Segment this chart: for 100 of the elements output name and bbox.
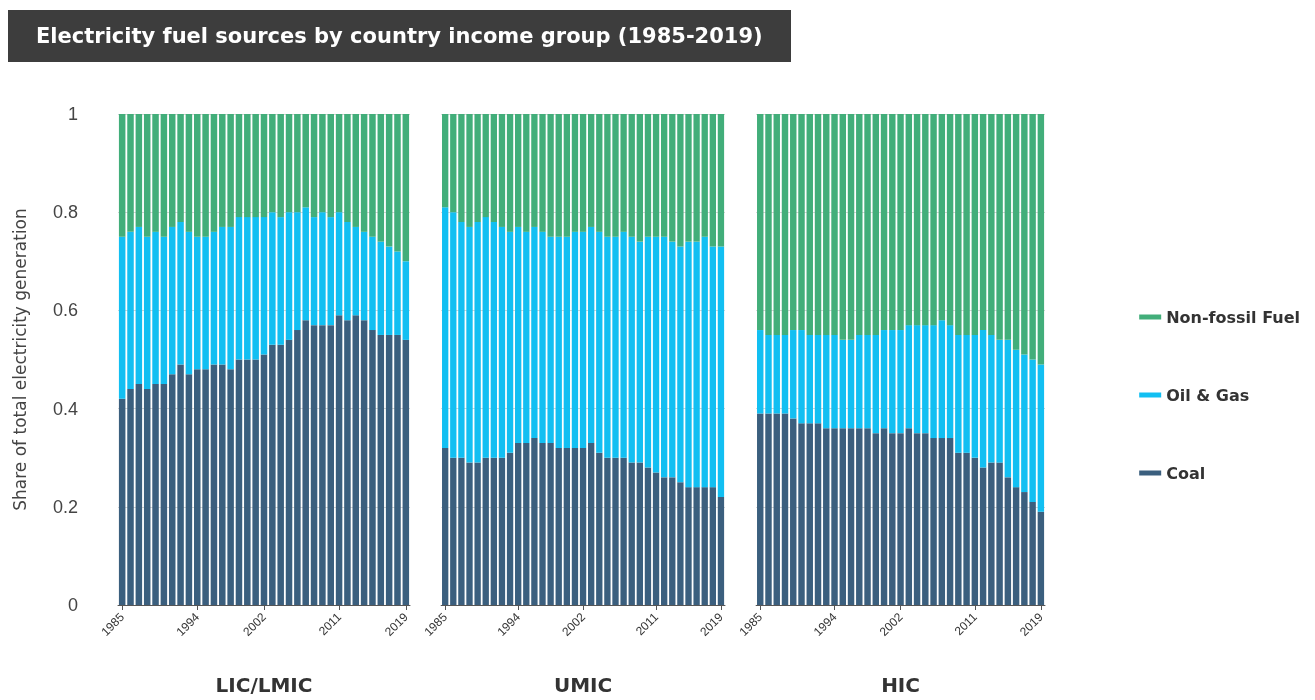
bar — [847, 339, 855, 429]
bar — [1037, 364, 1045, 512]
bar — [628, 236, 635, 463]
bar — [709, 487, 716, 605]
bar — [596, 114, 603, 232]
bar — [490, 222, 498, 458]
bar — [717, 246, 725, 497]
bar — [235, 114, 243, 218]
bar — [310, 217, 318, 326]
bar — [757, 114, 764, 331]
y-tick-label: 1 — [67, 104, 78, 124]
bar — [352, 226, 360, 316]
bar — [938, 320, 946, 439]
bar — [1012, 487, 1020, 605]
legend-label: Coal — [1166, 463, 1206, 483]
bar — [555, 236, 562, 448]
bar — [369, 236, 376, 331]
bar — [177, 222, 184, 365]
y-tick-label: 0.6 — [52, 300, 78, 321]
bar — [831, 428, 838, 605]
bar — [450, 114, 457, 213]
bar — [757, 330, 764, 414]
bar — [814, 334, 822, 424]
bar — [385, 114, 393, 247]
bar — [669, 477, 676, 605]
bar — [523, 231, 530, 443]
bar — [806, 334, 813, 424]
bar — [385, 334, 393, 605]
bar — [498, 226, 506, 458]
bar — [839, 428, 846, 605]
bar — [177, 364, 184, 605]
bar — [402, 261, 410, 340]
bar — [596, 452, 603, 605]
bar — [765, 413, 772, 605]
bar — [490, 114, 498, 223]
bar — [938, 114, 946, 321]
bar — [260, 354, 268, 605]
bar — [905, 325, 913, 429]
bar — [765, 334, 772, 414]
bar — [143, 236, 151, 389]
bar — [652, 114, 660, 237]
bar — [506, 231, 514, 453]
bar — [579, 447, 587, 605]
bar — [168, 226, 176, 375]
bar — [701, 236, 708, 488]
bar — [880, 428, 888, 605]
bar — [773, 334, 780, 414]
bar — [185, 114, 193, 232]
bar — [709, 246, 716, 488]
x-axis-title: HIC — [881, 673, 920, 697]
bar — [152, 231, 159, 385]
bar — [781, 114, 789, 335]
bar — [143, 388, 151, 605]
bar — [1004, 477, 1012, 605]
bar — [636, 462, 643, 605]
bar — [905, 428, 913, 605]
bar — [596, 231, 603, 453]
bar — [946, 325, 954, 439]
bar — [185, 374, 193, 605]
bar — [709, 114, 716, 247]
bar — [394, 114, 401, 252]
bar — [757, 413, 764, 605]
y-tick-label: 0 — [67, 595, 78, 615]
bar — [450, 212, 457, 458]
bar — [913, 433, 921, 605]
bar — [839, 339, 846, 429]
bar — [701, 114, 708, 237]
bar — [143, 114, 151, 237]
bar — [823, 114, 830, 335]
bar — [344, 222, 351, 321]
bar — [235, 359, 243, 605]
bar — [669, 241, 676, 478]
bar — [579, 114, 587, 232]
bar — [872, 433, 880, 605]
bar — [661, 114, 668, 237]
bar — [905, 114, 913, 326]
bar — [831, 114, 838, 335]
bar — [847, 428, 855, 605]
bar — [515, 114, 522, 227]
bar — [636, 114, 643, 242]
bar — [628, 462, 635, 605]
bar — [701, 487, 708, 605]
bar — [490, 457, 498, 605]
bar — [285, 212, 293, 340]
bar — [798, 114, 805, 331]
bar — [790, 114, 797, 331]
bar — [344, 114, 351, 223]
bar — [652, 236, 660, 473]
bar — [823, 334, 830, 429]
bar — [1037, 114, 1045, 365]
bar — [979, 467, 987, 605]
bar — [135, 114, 143, 227]
bar — [946, 438, 954, 605]
bar — [555, 447, 562, 605]
bar — [377, 334, 385, 605]
bar — [498, 114, 506, 227]
bar — [377, 241, 385, 335]
bar — [563, 114, 570, 237]
bar — [310, 114, 318, 218]
bar — [814, 423, 822, 605]
